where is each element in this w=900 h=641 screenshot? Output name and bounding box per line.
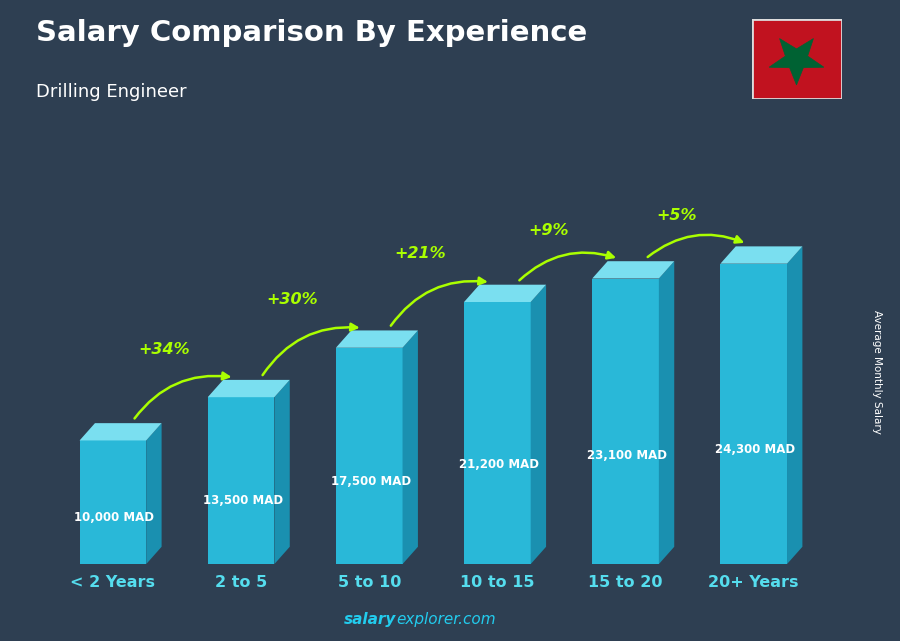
Polygon shape — [531, 285, 546, 564]
Text: Drilling Engineer: Drilling Engineer — [36, 83, 186, 101]
Polygon shape — [146, 423, 162, 564]
Polygon shape — [464, 302, 531, 564]
Text: 13,500 MAD: 13,500 MAD — [202, 494, 283, 507]
Polygon shape — [208, 397, 274, 564]
Polygon shape — [720, 263, 787, 564]
Text: 17,500 MAD: 17,500 MAD — [331, 476, 411, 488]
Polygon shape — [659, 262, 674, 564]
Polygon shape — [79, 423, 162, 440]
Polygon shape — [402, 331, 418, 564]
Text: +9%: +9% — [528, 223, 569, 238]
Text: explorer.com: explorer.com — [396, 612, 496, 627]
Text: salary: salary — [344, 612, 396, 627]
Text: 21,200 MAD: 21,200 MAD — [459, 458, 539, 471]
Polygon shape — [720, 246, 803, 263]
Polygon shape — [79, 440, 146, 564]
Polygon shape — [592, 278, 659, 564]
Polygon shape — [770, 38, 824, 85]
Polygon shape — [592, 262, 674, 278]
Text: +5%: +5% — [656, 208, 697, 223]
Polygon shape — [336, 347, 402, 564]
Polygon shape — [208, 380, 290, 397]
Text: 10,000 MAD: 10,000 MAD — [75, 511, 155, 524]
Text: 24,300 MAD: 24,300 MAD — [716, 444, 796, 456]
Polygon shape — [787, 246, 803, 564]
Text: Average Monthly Salary: Average Monthly Salary — [872, 310, 883, 434]
Text: +30%: +30% — [266, 292, 318, 307]
Text: 23,100 MAD: 23,100 MAD — [587, 449, 667, 462]
Text: Salary Comparison By Experience: Salary Comparison By Experience — [36, 19, 587, 47]
Polygon shape — [464, 285, 546, 302]
Polygon shape — [336, 331, 418, 347]
Text: +21%: +21% — [395, 246, 446, 262]
Text: +34%: +34% — [139, 342, 190, 356]
Polygon shape — [274, 380, 290, 564]
